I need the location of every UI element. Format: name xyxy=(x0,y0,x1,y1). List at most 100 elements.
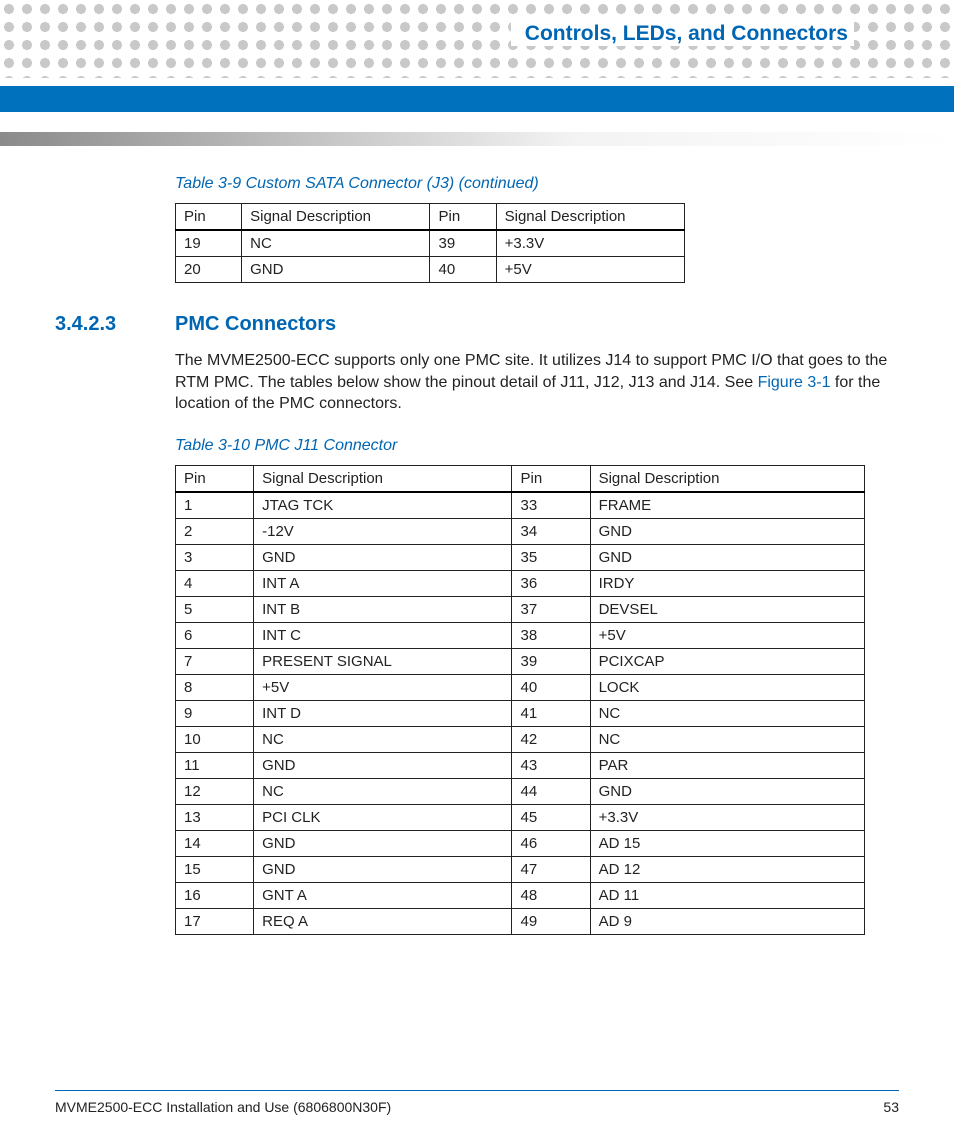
table-cell: AD 12 xyxy=(590,856,864,882)
table-cell: 45 xyxy=(512,804,590,830)
table-cell: 48 xyxy=(512,882,590,908)
section-number: 3.4.2.3 xyxy=(55,313,175,336)
table-cell: NC xyxy=(590,726,864,752)
table-cell: 13 xyxy=(176,804,254,830)
table-cell: 14 xyxy=(176,830,254,856)
table-cell: NC xyxy=(254,726,512,752)
table-cell: GND xyxy=(254,830,512,856)
table-cell: 43 xyxy=(512,752,590,778)
table-cell: INT B xyxy=(254,596,512,622)
table-cell: JTAG TCK xyxy=(254,492,512,519)
table-cell: PAR xyxy=(590,752,864,778)
table-row: 13PCI CLK45+3.3V xyxy=(176,804,865,830)
table-cell: 16 xyxy=(176,882,254,908)
table-cell: 40 xyxy=(512,674,590,700)
table-row: Pin Signal Description Pin Signal Descri… xyxy=(176,204,685,231)
table-cell: 4 xyxy=(176,570,254,596)
table-cell: +5V xyxy=(254,674,512,700)
chapter-title: Controls, LEDs, and Connectors xyxy=(511,22,854,46)
table-cell: NC xyxy=(590,700,864,726)
table-cell: 49 xyxy=(512,908,590,934)
table-cell: 1 xyxy=(176,492,254,519)
table-cell: +5V xyxy=(496,257,684,283)
table-row: 12NC44GND xyxy=(176,778,865,804)
table-row: 5INT B37DEVSEL xyxy=(176,596,865,622)
table-cell: INT D xyxy=(254,700,512,726)
table-3-10: Pin Signal Description Pin Signal Descri… xyxy=(175,465,865,935)
table-row: 10NC42NC xyxy=(176,726,865,752)
table-row: 11GND43PAR xyxy=(176,752,865,778)
table-cell: 7 xyxy=(176,648,254,674)
table-row: 17REQ A49AD 9 xyxy=(176,908,865,934)
table-cell: REQ A xyxy=(254,908,512,934)
footer-doc-title: MVME2500-ECC Installation and Use (68068… xyxy=(55,1099,391,1115)
table-cell: PRESENT SIGNAL xyxy=(254,648,512,674)
col-header: Pin xyxy=(176,204,242,231)
table-cell: GND xyxy=(590,778,864,804)
page-content: Table 3-9 Custom SATA Connector (J3) (co… xyxy=(55,175,899,935)
table-cell: 41 xyxy=(512,700,590,726)
table-cell: GND xyxy=(590,518,864,544)
table-row: 20GND40+5V xyxy=(176,257,685,283)
table-row: Pin Signal Description Pin Signal Descri… xyxy=(176,465,865,492)
table-row: 4INT A36IRDY xyxy=(176,570,865,596)
table-cell: AD 9 xyxy=(590,908,864,934)
table-cell: 34 xyxy=(512,518,590,544)
section-title: PMC Connectors xyxy=(175,313,336,336)
table-row: 3GND35GND xyxy=(176,544,865,570)
table-cell: 6 xyxy=(176,622,254,648)
table-cell: +5V xyxy=(590,622,864,648)
table-cell: LOCK xyxy=(590,674,864,700)
section-body: The MVME2500-ECC supports only one PMC s… xyxy=(175,350,899,415)
table-cell: AD 15 xyxy=(590,830,864,856)
table-cell: 35 xyxy=(512,544,590,570)
table-cell: 37 xyxy=(512,596,590,622)
footer-page-number: 53 xyxy=(883,1099,899,1115)
col-header: Signal Description xyxy=(242,204,430,231)
table-cell: FRAME xyxy=(590,492,864,519)
table-cell: 2 xyxy=(176,518,254,544)
table-cell: 42 xyxy=(512,726,590,752)
table-cell: GND xyxy=(254,856,512,882)
table-cell: 12 xyxy=(176,778,254,804)
table-cell: 36 xyxy=(512,570,590,596)
table-cell: INT A xyxy=(254,570,512,596)
section-heading: 3.4.2.3 PMC Connectors xyxy=(55,313,899,336)
table-row: 14GND46AD 15 xyxy=(176,830,865,856)
col-header: Signal Description xyxy=(496,204,684,231)
table-cell: +3.3V xyxy=(496,230,684,257)
table-cell: 44 xyxy=(512,778,590,804)
table-row: 2-12V34GND xyxy=(176,518,865,544)
table-cell: GND xyxy=(254,544,512,570)
table-cell: 19 xyxy=(176,230,242,257)
table-3-9-caption: Table 3-9 Custom SATA Connector (J3) (co… xyxy=(175,175,899,193)
table-cell: 20 xyxy=(176,257,242,283)
header-blue-bar xyxy=(0,86,954,112)
table-cell: 9 xyxy=(176,700,254,726)
col-header: Pin xyxy=(430,204,496,231)
table-cell: 8 xyxy=(176,674,254,700)
table-cell: AD 11 xyxy=(590,882,864,908)
figure-3-1-link[interactable]: Figure 3-1 xyxy=(758,374,831,391)
header-gradient-bar xyxy=(0,132,954,146)
table-cell: -12V xyxy=(254,518,512,544)
table-cell: NC xyxy=(254,778,512,804)
table-cell: 11 xyxy=(176,752,254,778)
page-footer: MVME2500-ECC Installation and Use (68068… xyxy=(55,1090,899,1115)
table-3-9: Pin Signal Description Pin Signal Descri… xyxy=(175,203,685,283)
table-row: 15GND47AD 12 xyxy=(176,856,865,882)
table-row: 9INT D41NC xyxy=(176,700,865,726)
table-cell: 15 xyxy=(176,856,254,882)
col-header: Pin xyxy=(176,465,254,492)
table-row: 1JTAG TCK33FRAME xyxy=(176,492,865,519)
table-cell: IRDY xyxy=(590,570,864,596)
col-header: Signal Description xyxy=(254,465,512,492)
table-cell: PCI CLK xyxy=(254,804,512,830)
col-header: Signal Description xyxy=(590,465,864,492)
table-cell: NC xyxy=(242,230,430,257)
col-header: Pin xyxy=(512,465,590,492)
table-cell: GNT A xyxy=(254,882,512,908)
table-cell: 17 xyxy=(176,908,254,934)
table-cell: 39 xyxy=(512,648,590,674)
table-3-10-caption: Table 3-10 PMC J11 Connector xyxy=(175,437,899,455)
